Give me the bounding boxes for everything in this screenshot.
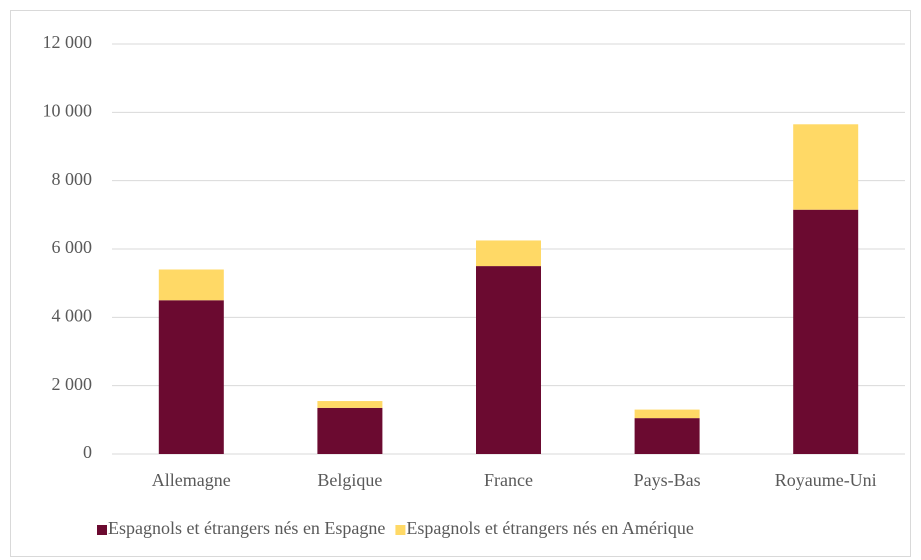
y-tick-label: 8 000 bbox=[52, 169, 93, 189]
x-tick-label: Pays-Bas bbox=[634, 470, 701, 490]
y-tick-label: 4 000 bbox=[52, 305, 93, 325]
bar-segment bbox=[793, 124, 859, 210]
legend-label: Espagnols et étrangers nés en Amérique bbox=[406, 518, 693, 538]
x-tick-label: Belgique bbox=[317, 470, 382, 490]
bar-segment bbox=[317, 401, 383, 408]
bar-segment bbox=[634, 409, 700, 419]
bar-segment bbox=[793, 209, 859, 454]
y-tick-label: 2 000 bbox=[52, 374, 93, 394]
y-tick-label: 12 000 bbox=[43, 32, 93, 52]
bar-segment bbox=[317, 407, 383, 454]
bar-segment bbox=[158, 300, 224, 454]
x-tick-label: Royaume-Uni bbox=[775, 470, 877, 490]
legend-swatch bbox=[395, 525, 406, 535]
x-tick-label: Allemagne bbox=[152, 470, 231, 490]
legend-swatch bbox=[97, 525, 107, 535]
legend-label: Espagnols et étrangers nés en Espagne bbox=[108, 518, 385, 538]
bar-segment bbox=[158, 269, 224, 301]
bar-segment bbox=[634, 418, 700, 454]
y-tick-label: 10 000 bbox=[43, 100, 93, 120]
y-tick-label: 0 bbox=[83, 442, 92, 462]
bar-segment bbox=[476, 266, 541, 454]
y-tick-label: 6 000 bbox=[52, 237, 93, 257]
bar-segment bbox=[476, 240, 541, 267]
x-tick-label: France bbox=[484, 470, 533, 490]
